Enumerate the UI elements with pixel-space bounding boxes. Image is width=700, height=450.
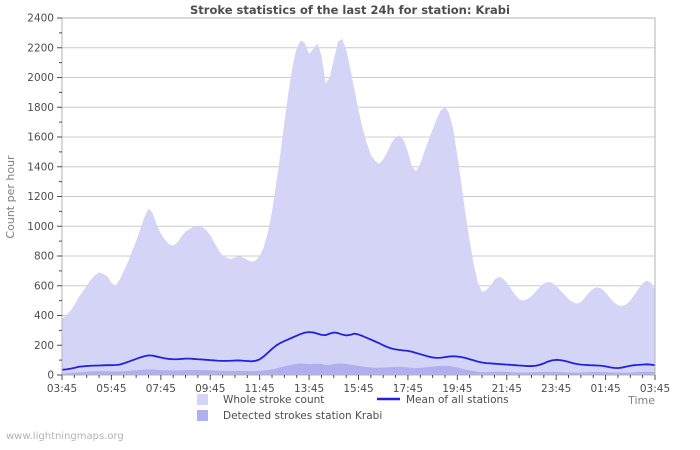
x-tick-label: 01:45 <box>590 383 620 395</box>
legend-item-whole-stroke-count[interactable]: Whole stroke count <box>197 394 324 406</box>
y-tick-label: 1200 <box>27 191 54 203</box>
x-tick-label: 13:45 <box>294 383 324 395</box>
y-tick-label: 800 <box>34 251 54 263</box>
x-tick-label: 03:45 <box>47 383 77 395</box>
y-axis-title: Count per hour <box>4 155 17 239</box>
y-tick-label: 1600 <box>27 132 54 144</box>
x-tick-label: 05:45 <box>96 383 126 395</box>
legend-item-mean-of-all-stations[interactable]: Mean of all stations <box>377 394 509 406</box>
y-tick-label: 1400 <box>27 161 54 173</box>
y-tick-label: 2000 <box>27 72 54 84</box>
chart-title: Stroke statistics of the last 24h for st… <box>190 3 510 17</box>
x-tick-label: 09:45 <box>195 383 225 395</box>
x-tick-label: 15:45 <box>343 383 373 395</box>
y-tick-label: 1800 <box>27 102 54 114</box>
legend-swatch <box>197 394 208 405</box>
x-axis-title: Time <box>627 394 655 407</box>
x-tick-label: 03:45 <box>640 383 670 395</box>
x-tick-label: 07:45 <box>146 383 176 395</box>
legend-swatch <box>197 410 208 421</box>
legend-label: Detected strokes station Krabi <box>223 410 382 422</box>
y-tick-label: 600 <box>34 280 54 292</box>
legend-label: Whole stroke count <box>223 394 324 406</box>
y-tick-label: 200 <box>34 340 54 352</box>
legend-item-detected-strokes-station-krabi[interactable]: Detected strokes station Krabi <box>197 410 382 422</box>
x-tick-label: 19:45 <box>442 383 472 395</box>
x-tick-label: 11:45 <box>245 383 275 395</box>
y-tick-label: 1000 <box>27 221 54 233</box>
y-tick-label: 2200 <box>27 42 54 54</box>
x-tick-label: 17:45 <box>393 383 423 395</box>
area-series-detected-strokes-station-krabi <box>62 363 655 375</box>
area-series-whole-stroke-count <box>62 38 655 375</box>
y-tick-label: 400 <box>34 310 54 322</box>
watermark-label: www.lightningmaps.org <box>6 431 124 442</box>
legend-label: Mean of all stations <box>406 394 509 406</box>
line-series-mean-of-all-stations <box>61 331 656 371</box>
x-tick-label: 23:45 <box>541 383 571 395</box>
y-tick-label: 2400 <box>27 13 54 25</box>
x-tick-label: 21:45 <box>492 383 522 395</box>
y-tick-label: 0 <box>47 370 54 382</box>
